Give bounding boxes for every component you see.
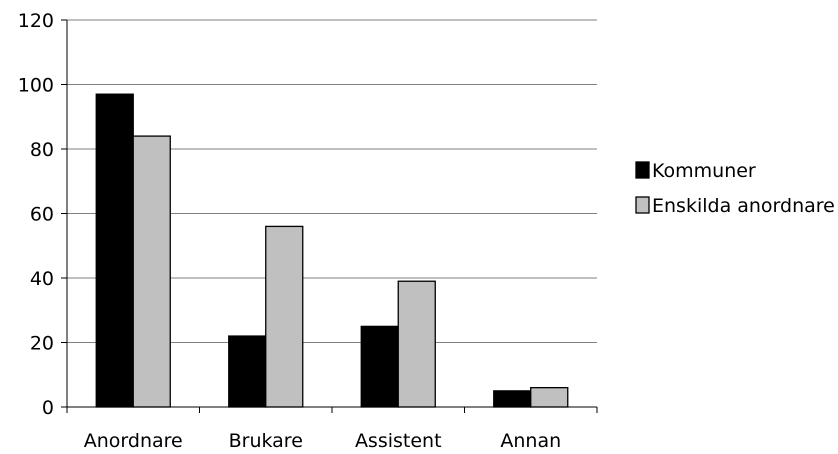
bar-enskilda-anordnare-assistent (397, 280, 436, 408)
x-category-label: Brukare (229, 430, 303, 452)
bar-kommuner-anordnare (95, 93, 134, 408)
y-tick-label: 120 (18, 10, 54, 32)
y-tick-label: 20 (30, 333, 54, 355)
x-category-label: Annan (500, 430, 561, 452)
legend-label: Enskilda anordnare (652, 195, 835, 217)
y-tick-label: 100 (18, 75, 54, 97)
legend-swatch (635, 161, 650, 179)
legend-label: Kommuner (652, 160, 756, 182)
bar-kommuner-assistent (360, 325, 399, 408)
x-category-label: Anordnare (84, 430, 183, 452)
y-tick-label: 60 (30, 204, 54, 226)
category-labels: Anordnare Brukare Assistent Annan (84, 430, 561, 452)
bar-enskilda-anordnare-anordnare (132, 135, 171, 408)
y-tick-label: 80 (30, 139, 54, 161)
bar-enskilda-anordnare-annan (530, 386, 569, 408)
legend-swatch (635, 196, 650, 214)
y-tick-label: 0 (42, 397, 54, 419)
bars (95, 93, 569, 408)
bar-kommuner-brukare (228, 335, 267, 408)
x-category-label: Assistent (355, 430, 442, 452)
y-tick-labels: 0 20 40 60 80 100 120 (18, 10, 54, 419)
legend: Kommuner Enskilda anordnare (635, 160, 835, 217)
bar-kommuner-annan (493, 390, 532, 408)
bar-enskilda-anordnare-brukare (265, 225, 304, 408)
y-tick-label: 40 (30, 268, 54, 290)
axes (61, 19, 598, 413)
